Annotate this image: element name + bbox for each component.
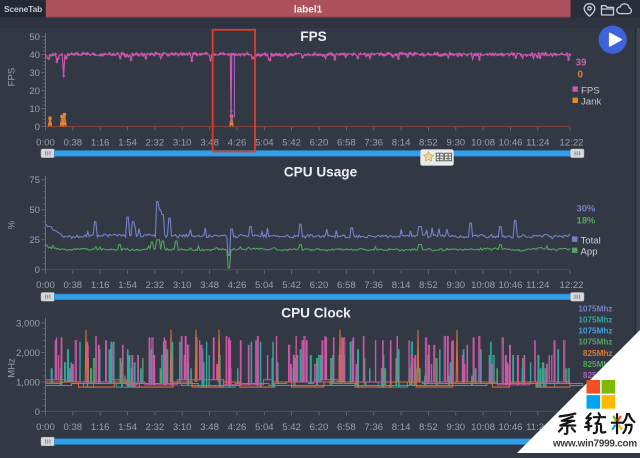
svg-text:5:04: 5:04 [255, 422, 274, 433]
svg-text:40: 40 [29, 50, 40, 61]
svg-text:0:38: 0:38 [63, 422, 82, 433]
svg-text:0: 0 [35, 122, 40, 133]
svg-text:3:48: 3:48 [200, 280, 219, 291]
svg-text:FPS: FPS [300, 29, 326, 44]
svg-text:3,000: 3,000 [16, 319, 40, 330]
svg-text:2:32: 2:32 [146, 138, 165, 149]
svg-text:4:26: 4:26 [228, 138, 247, 149]
svg-text:10:46: 10:46 [498, 280, 522, 291]
svg-text:2:32: 2:32 [146, 422, 165, 433]
svg-text:FPS: FPS [581, 85, 600, 96]
svg-text:5:04: 5:04 [255, 280, 274, 291]
svg-text:3:48: 3:48 [200, 422, 219, 433]
svg-text:1075Mhz: 1075Mhz [578, 338, 612, 347]
svg-text:8:52: 8:52 [419, 138, 438, 149]
svg-text:2:32: 2:32 [146, 280, 165, 291]
svg-text:6:58: 6:58 [337, 138, 356, 149]
svg-text:7:36: 7:36 [364, 422, 383, 433]
svg-text:5:42: 5:42 [282, 422, 301, 433]
svg-text:10:08: 10:08 [471, 280, 495, 291]
svg-text:3:10: 3:10 [173, 422, 192, 433]
svg-text:20: 20 [29, 86, 40, 97]
svg-text:www.win7999.com: www.win7999.com [552, 438, 637, 449]
svg-text:4:26: 4:26 [228, 422, 247, 433]
svg-text:label1: label1 [294, 4, 323, 15]
svg-text:1:16: 1:16 [91, 280, 110, 291]
svg-text:30: 30 [29, 68, 40, 79]
svg-text:0:00: 0:00 [36, 138, 55, 149]
svg-text:8:14: 8:14 [392, 138, 411, 149]
svg-text:8:14: 8:14 [392, 280, 411, 291]
svg-text:6:58: 6:58 [337, 280, 356, 291]
svg-text:9:30: 9:30 [446, 280, 465, 291]
svg-text:4:26: 4:26 [228, 280, 247, 291]
svg-text:0:00: 0:00 [36, 280, 55, 291]
svg-text:7:36: 7:36 [364, 280, 383, 291]
svg-text:25: 25 [29, 235, 40, 246]
svg-text:11:24: 11:24 [526, 280, 550, 291]
svg-text:6:20: 6:20 [310, 138, 329, 149]
svg-text:CPU Clock: CPU Clock [281, 306, 351, 321]
svg-text:12:22: 12:22 [559, 280, 583, 291]
svg-text:0:38: 0:38 [63, 138, 82, 149]
svg-text:6:58: 6:58 [337, 422, 356, 433]
svg-text:1:54: 1:54 [118, 280, 137, 291]
svg-text:1075Mhz: 1075Mhz [578, 305, 612, 314]
svg-text:0: 0 [35, 407, 40, 418]
svg-text:1:16: 1:16 [91, 422, 110, 433]
svg-text:FPS: FPS [7, 68, 18, 87]
svg-text:7:36: 7:36 [364, 138, 383, 149]
svg-text:11:24: 11:24 [526, 422, 550, 433]
svg-text:SceneTab: SceneTab [4, 4, 42, 14]
svg-text:50: 50 [29, 32, 40, 43]
svg-text:%: % [7, 220, 18, 229]
svg-text:10: 10 [29, 104, 40, 115]
svg-text:App: App [581, 247, 598, 258]
svg-text:39: 39 [576, 58, 587, 69]
svg-text:5:42: 5:42 [282, 138, 301, 149]
svg-text:825Mhz: 825Mhz [583, 349, 613, 358]
svg-text:5:04: 5:04 [255, 138, 274, 149]
svg-text:10:08: 10:08 [471, 422, 495, 433]
svg-text:1075Mhz: 1075Mhz [578, 327, 612, 336]
svg-text:75: 75 [29, 175, 40, 186]
svg-text:0:00: 0:00 [36, 422, 55, 433]
svg-text:10:46: 10:46 [498, 138, 522, 149]
svg-text:0:38: 0:38 [63, 280, 82, 291]
svg-text:50: 50 [29, 205, 40, 216]
svg-text:0: 0 [35, 265, 40, 276]
svg-text:3:10: 3:10 [173, 138, 192, 149]
svg-text:6:20: 6:20 [310, 280, 329, 291]
svg-text:8:52: 8:52 [419, 280, 438, 291]
svg-text:8:52: 8:52 [419, 422, 438, 433]
svg-text:9:30: 9:30 [446, 422, 465, 433]
svg-text:CPU Usage: CPU Usage [284, 165, 358, 180]
svg-text:1:16: 1:16 [91, 138, 110, 149]
svg-text:6:20: 6:20 [310, 422, 329, 433]
svg-text:1:54: 1:54 [118, 422, 137, 433]
svg-text:0: 0 [578, 70, 584, 81]
svg-text:825Mhz: 825Mhz [583, 360, 613, 369]
svg-text:3:48: 3:48 [200, 138, 219, 149]
svg-text:9:30: 9:30 [446, 138, 465, 149]
svg-text:Jank: Jank [581, 97, 601, 108]
svg-text:10:46: 10:46 [498, 422, 522, 433]
svg-text:Total: Total [581, 235, 601, 246]
svg-text:10:08: 10:08 [471, 138, 495, 149]
svg-text:1075Mhz: 1075Mhz [578, 316, 612, 325]
svg-text:2,000: 2,000 [16, 348, 40, 359]
svg-text:8:14: 8:14 [392, 422, 411, 433]
svg-text:MHz: MHz [7, 358, 18, 378]
svg-text:5:42: 5:42 [282, 280, 301, 291]
svg-text:12:22: 12:22 [559, 138, 583, 149]
svg-text:30%: 30% [577, 203, 596, 214]
svg-text:3:10: 3:10 [173, 280, 192, 291]
svg-text:1,000: 1,000 [16, 377, 40, 388]
svg-text:1:54: 1:54 [118, 138, 137, 149]
svg-text:18%: 18% [577, 215, 596, 226]
svg-text:11:24: 11:24 [526, 138, 550, 149]
